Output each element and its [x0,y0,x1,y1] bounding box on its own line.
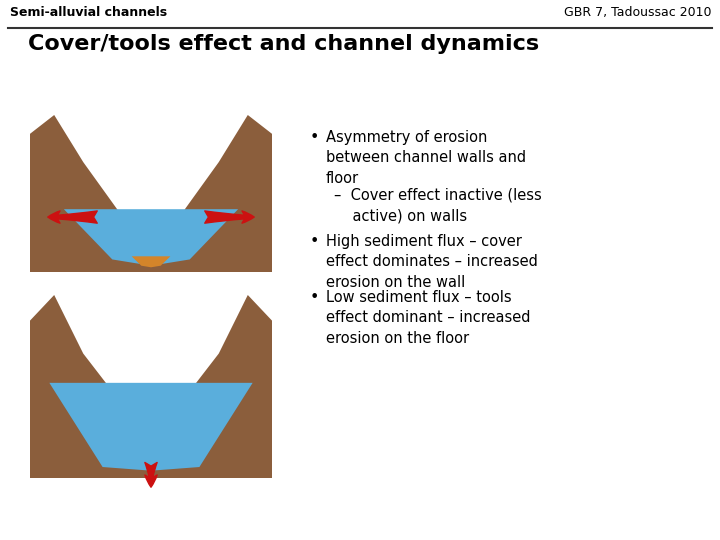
Text: High sediment flux – cover
effect dominates – increased
erosion on the wall: High sediment flux – cover effect domina… [326,234,538,290]
Polygon shape [30,295,272,478]
Text: •: • [310,130,320,145]
Text: GBR 7, Tadoussac 2010: GBR 7, Tadoussac 2010 [564,6,712,19]
Text: Semi-alluvial channels: Semi-alluvial channels [10,6,167,19]
Polygon shape [30,115,272,272]
Text: Cover/tools effect and channel dynamics: Cover/tools effect and channel dynamics [28,34,539,54]
Polygon shape [132,256,171,267]
Text: •: • [310,290,320,305]
Text: Low sediment flux – tools
effect dominant – increased
erosion on the floor: Low sediment flux – tools effect dominan… [326,290,531,346]
Polygon shape [64,209,238,266]
Polygon shape [50,383,253,471]
Text: Asymmetry of erosion
between channel walls and
floor: Asymmetry of erosion between channel wal… [326,130,526,186]
Text: •: • [310,234,320,249]
Text: –  Cover effect inactive (less
    active) on walls: – Cover effect inactive (less active) on… [334,188,541,224]
